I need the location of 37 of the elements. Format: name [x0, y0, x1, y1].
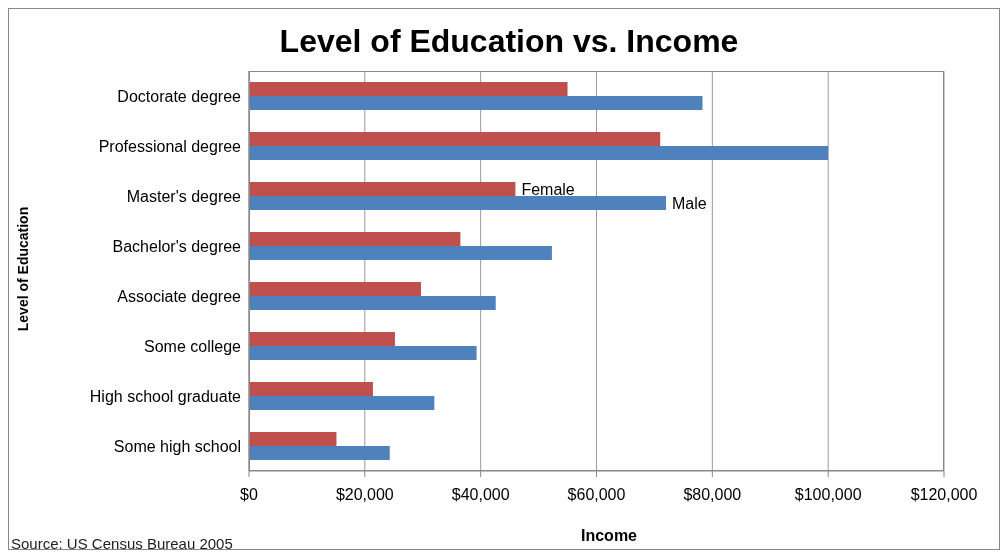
bar — [249, 446, 390, 460]
bar — [249, 182, 516, 196]
y-tick-label: Bachelor's degree — [112, 237, 242, 255]
x-axis-title: Income — [580, 527, 638, 545]
bar — [249, 296, 496, 310]
x-tick-label: $80,000 — [683, 486, 742, 504]
series-label: Male — [672, 194, 707, 212]
bar — [249, 432, 337, 446]
bar — [249, 132, 661, 146]
source-note: Source: US Census Bureau 2005 — [11, 535, 233, 552]
bar — [249, 196, 666, 210]
bar — [249, 346, 477, 360]
x-tick-label: $0 — [240, 486, 258, 504]
x-tick-label: $120,000 — [910, 486, 978, 504]
bar — [249, 382, 373, 396]
series-label: Female — [521, 180, 575, 198]
y-tick-label: High school graduate — [89, 387, 242, 405]
y-tick-label: Professional degree — [98, 137, 242, 155]
bar — [249, 146, 829, 160]
bar — [249, 246, 552, 260]
x-tick-label: $40,000 — [451, 486, 510, 504]
bar — [249, 282, 422, 296]
x-tick-label: $20,000 — [335, 486, 394, 504]
bar — [249, 82, 568, 96]
bar — [249, 332, 395, 346]
y-tick-label: Doctorate degree — [117, 87, 242, 105]
y-tick-label: Associate degree — [117, 287, 242, 305]
bar — [249, 396, 435, 410]
y-tick-label: Some college — [144, 337, 242, 355]
x-tick-label: $100,000 — [794, 486, 862, 504]
chart-title: Level of Education vs. Income — [278, 23, 740, 60]
y-axis-title: Level of Education — [15, 206, 31, 332]
bar — [249, 96, 703, 110]
y-tick-label: Master's degree — [126, 187, 242, 205]
bar — [249, 232, 461, 246]
y-tick-label: Some high school — [113, 437, 241, 455]
x-tick-label: $60,000 — [567, 486, 626, 504]
